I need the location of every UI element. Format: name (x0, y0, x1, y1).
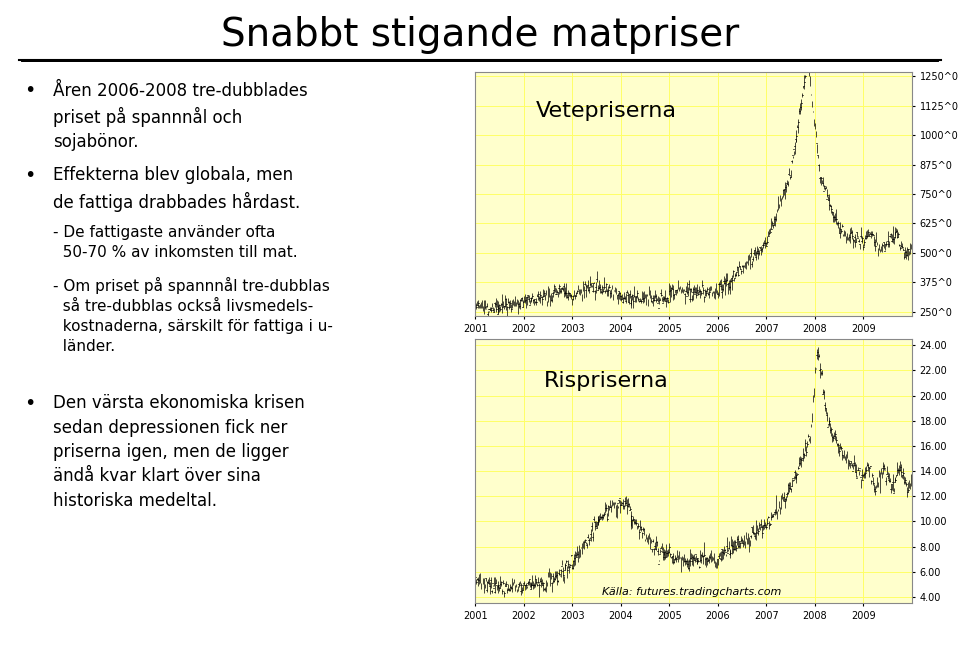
Text: •: • (24, 166, 36, 185)
Text: •: • (24, 394, 36, 413)
Text: Källa: futures.tradingcharts.com: Källa: futures.tradingcharts.com (602, 587, 780, 597)
Text: Åren 2006-2008 tre-dubblades
priset på spannnål och
sojabönor.: Åren 2006-2008 tre-dubblades priset på s… (53, 82, 307, 151)
Text: Effekterna blev globala, men
de fattiga drabbades hårdast.: Effekterna blev globala, men de fattiga … (53, 166, 300, 211)
Text: •: • (24, 82, 36, 100)
Text: Snabbt stigande matpriser: Snabbt stigande matpriser (221, 16, 739, 54)
Text: Vetepriserna: Vetepriserna (536, 101, 677, 121)
Text: Rispriserna: Rispriserna (544, 371, 668, 391)
Text: - De fattigaste använder ofta
  50-70 % av inkomsten till mat.: - De fattigaste använder ofta 50-70 % av… (53, 225, 298, 259)
Text: Den värsta ekonomiska krisen
sedan depressionen fick ner
priserna igen, men de l: Den värsta ekonomiska krisen sedan depre… (53, 394, 304, 510)
Text: - Om priset på spannnål tre-dubblas
  så tre-dubblas också livsmedels-
  kostnad: - Om priset på spannnål tre-dubblas så t… (53, 277, 333, 353)
